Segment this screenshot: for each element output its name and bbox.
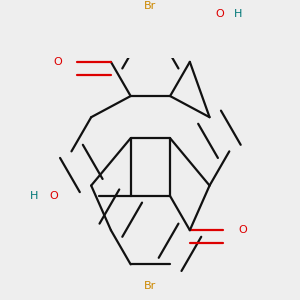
Text: Br: Br xyxy=(144,1,157,11)
Text: H: H xyxy=(234,9,242,19)
Text: O: O xyxy=(53,57,62,67)
Text: O: O xyxy=(239,225,248,235)
Text: Br: Br xyxy=(144,281,157,291)
Text: H: H xyxy=(29,191,38,201)
Text: O: O xyxy=(49,191,58,201)
Text: O: O xyxy=(215,9,224,19)
